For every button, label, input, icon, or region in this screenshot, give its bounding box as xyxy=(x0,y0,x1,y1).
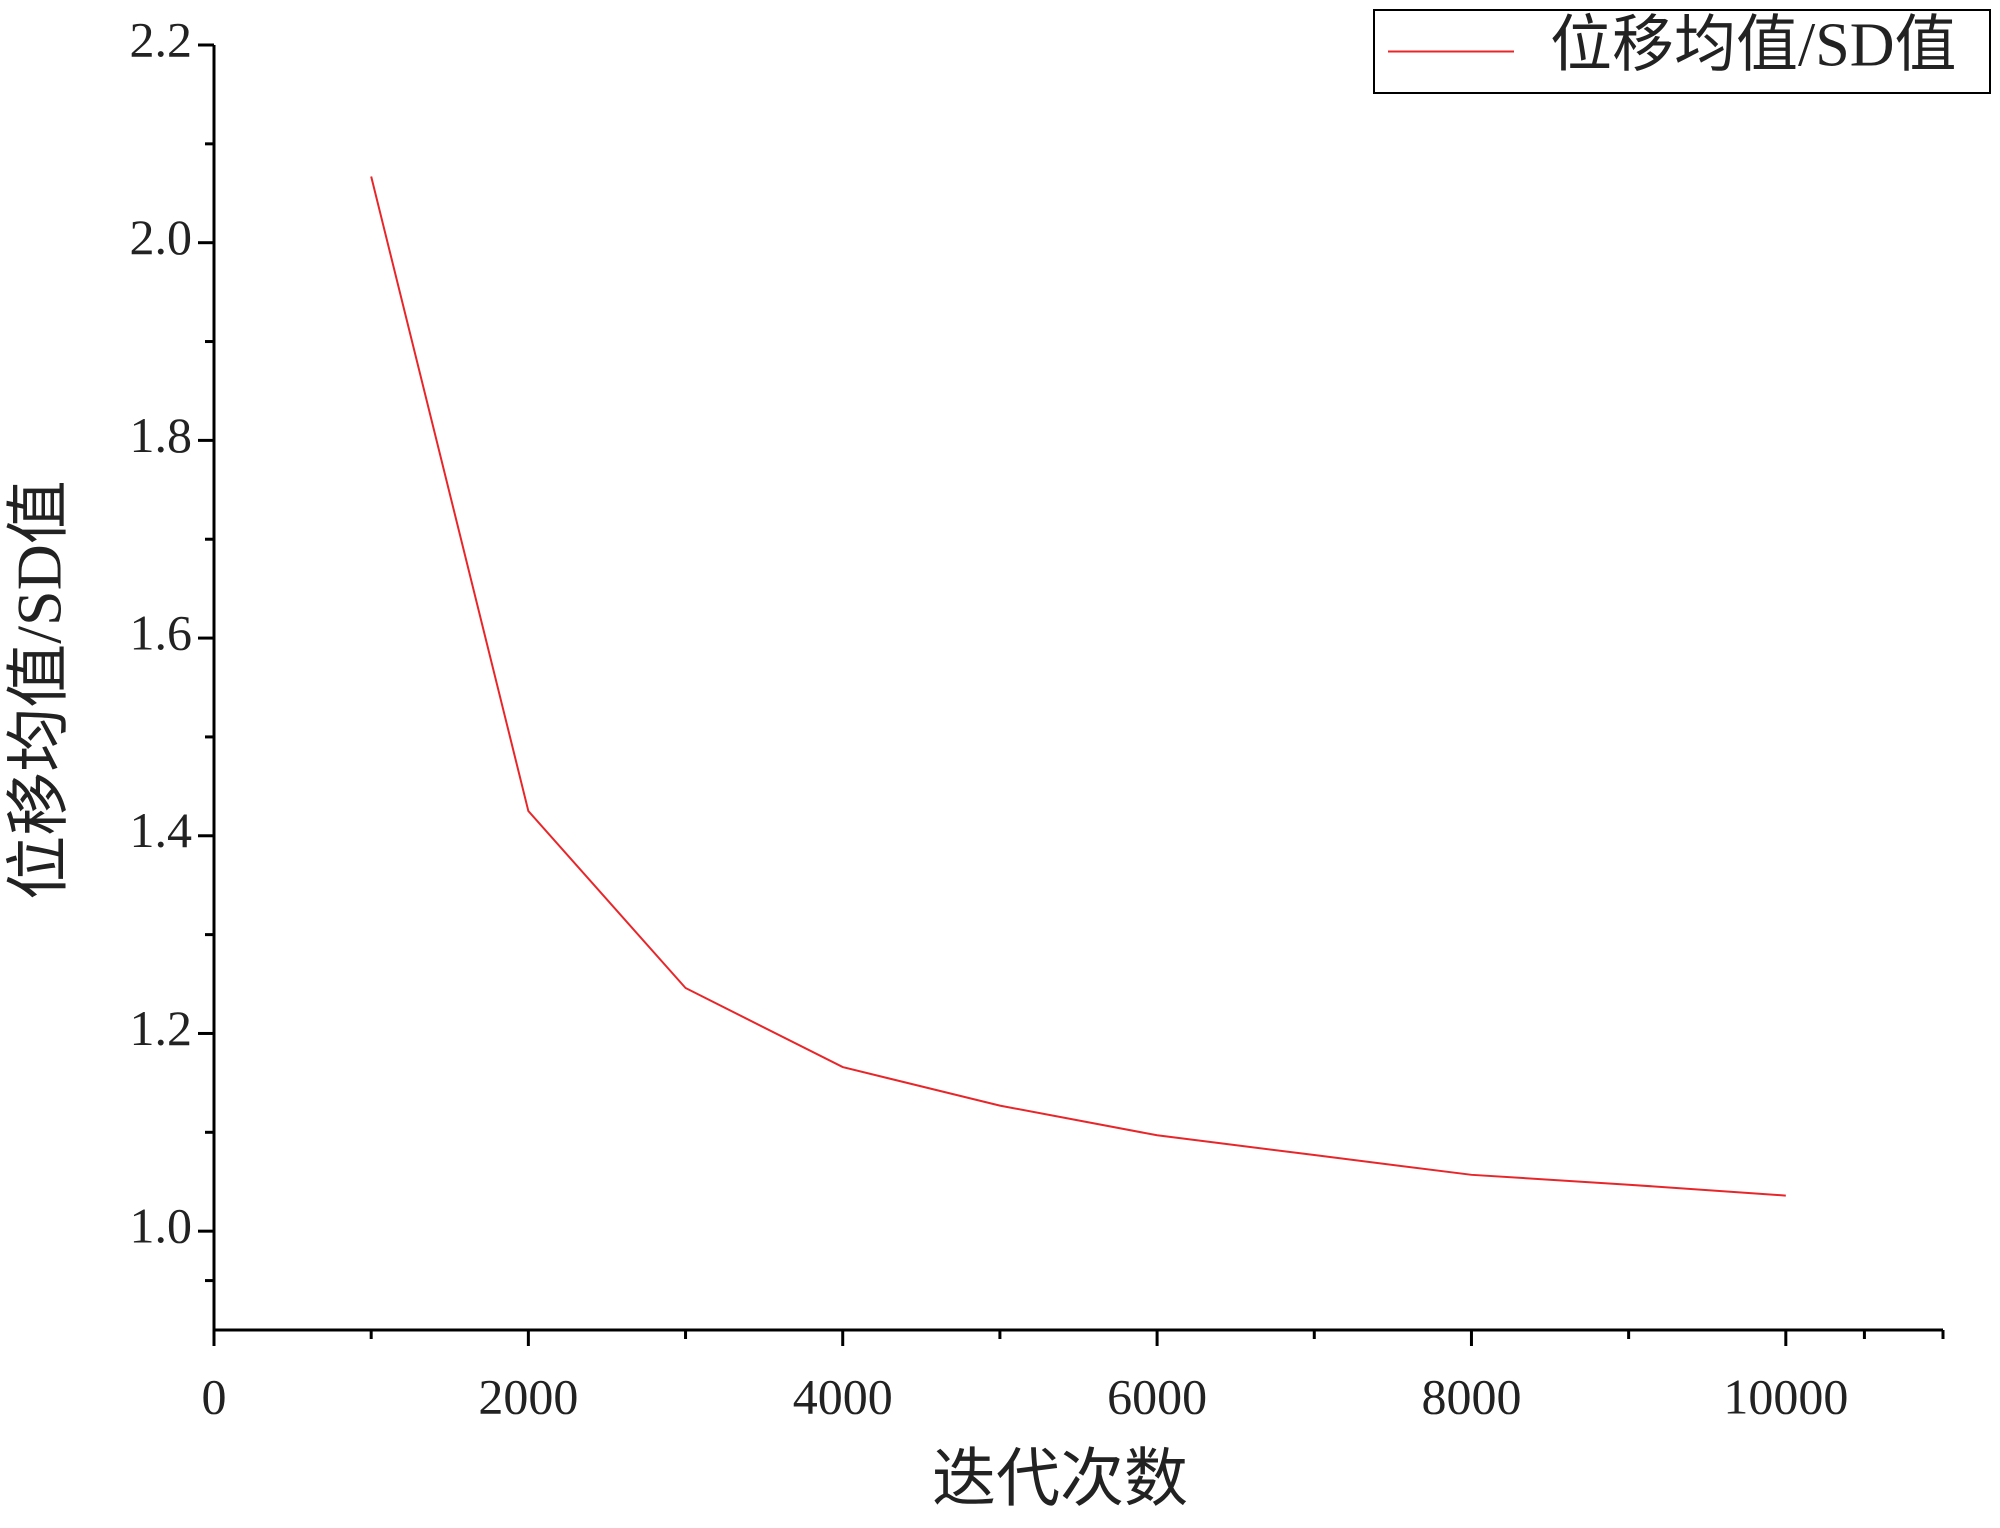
data-line xyxy=(370,176,1786,1197)
x-tick-label: 10000 xyxy=(1723,1368,1848,1424)
x-axis-label: 迭代次数 xyxy=(932,1444,1188,1515)
y-tick-label: 2.0 xyxy=(130,209,193,265)
y-tick-label: 1.0 xyxy=(130,1198,193,1254)
y-tick-label: 1.4 xyxy=(130,802,193,858)
legend-label: 位移均值/SD值 xyxy=(1550,12,1956,80)
x-tick-label: 0 xyxy=(202,1368,227,1424)
x-tick-label: 8000 xyxy=(1421,1368,1521,1424)
y-tick-label: 2.2 xyxy=(130,11,193,67)
x-tick-label: 6000 xyxy=(1107,1368,1207,1424)
y-tick-label: 1.6 xyxy=(130,605,193,661)
y-tick-label: 1.8 xyxy=(130,407,193,463)
x-tick-label: 2000 xyxy=(478,1368,578,1424)
x-tick-label: 4000 xyxy=(793,1368,893,1424)
y-axis-label: 位移均值/SD值 xyxy=(4,480,75,900)
y-tick-label: 1.2 xyxy=(130,1000,193,1056)
